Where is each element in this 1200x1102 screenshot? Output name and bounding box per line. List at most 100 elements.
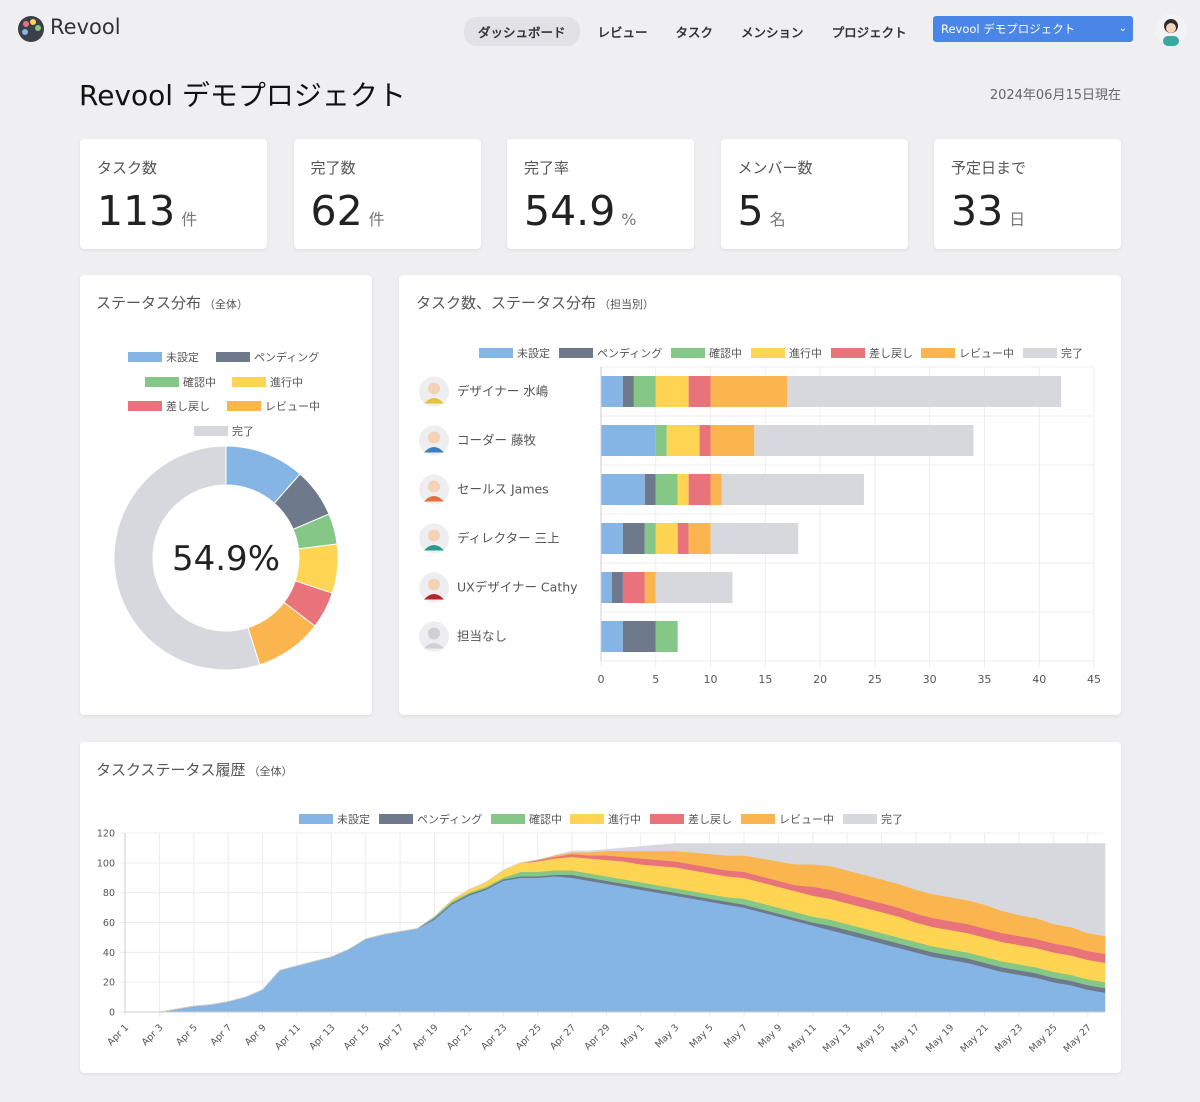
y-category-label: UXデザイナー Cathy [457,580,578,595]
legend-label: ペンディング [597,346,662,360]
project-select-text: Revool デモプロジェクト [941,22,1076,36]
x-tick-label: 5 [652,673,659,686]
legend-swatch [232,377,266,387]
nav-item[interactable]: プロジェクト [831,25,907,40]
stat-number: 33 [951,187,1004,235]
stat-number: 5 [737,187,764,235]
chart-subtitle: （担当別） [599,297,654,311]
bar-segment [699,425,711,456]
legend-label: 完了 [881,813,903,826]
bar-segment [655,425,667,456]
bar-segment [601,621,623,652]
bar-segment [655,376,689,407]
legend-label: 完了 [1061,347,1083,360]
x-tick-label: 40 [1032,673,1046,686]
bar-segment [644,474,656,505]
stat-unit: 名 [769,210,786,229]
legend-label: レビュー中 [779,813,834,826]
legend-swatch [379,814,413,824]
legend-swatch [751,348,785,358]
user-avatar[interactable] [1154,12,1188,48]
donut-segment [113,445,261,671]
bar-segment [611,572,623,603]
avatar-body [424,447,444,453]
bar-segment [633,376,656,407]
legend-swatch [227,401,261,411]
project-select[interactable]: Revool デモプロジェクト ⌄ [933,16,1133,42]
logo-icon [18,16,44,42]
y-category-label: コーダー 藤牧 [457,433,536,448]
x-tick-label: 35 [977,673,991,686]
logo-text[interactable]: Revool [50,15,121,39]
bar-segment [677,523,689,554]
legend-label: ペンディング [417,812,482,826]
y-tick-label: 40 [103,948,115,959]
bar-segment [721,474,864,505]
stat-card: メンバー数 5 名 [720,139,908,249]
nav-item[interactable]: タスク [675,25,714,40]
stat-value: 113 件 [97,187,197,235]
x-tick-label: 30 [923,673,937,686]
stat-card: タスク数 113 件 [80,139,267,249]
legend-swatch [145,377,179,387]
stat-value: 62 件 [311,187,385,235]
nav-item[interactable]: ダッシュボード [464,17,580,46]
bar-segment [677,474,689,505]
stat-number: 113 [97,187,176,235]
x-tick-label: May 19 [924,1022,956,1054]
chart-title-main: タスク数、ステータス分布 [416,294,596,312]
legend-swatch [570,814,604,824]
x-tick-label: 0 [598,673,605,686]
bar-segment [688,474,711,505]
y-tick-label: 80 [103,888,115,899]
stat-label: 予定日まで [951,159,1027,177]
bar-segment [601,523,623,554]
legend-swatch [741,814,775,824]
x-tick-label: May 11 [786,1022,818,1054]
bar-segment [601,376,623,407]
nav-item[interactable]: レビュー [597,25,648,40]
bar-segment [644,572,656,603]
stat-number: 54.9 [524,187,616,235]
legend-swatch [194,426,228,436]
bar-segment [601,425,656,456]
x-tick-label: Apr 15 [342,1022,372,1052]
legend-swatch [1023,348,1057,358]
legend-swatch [128,352,162,362]
stat-card: 完了数 62 件 [293,139,481,249]
legend-swatch [216,352,250,362]
donut-center-label: 54.9% [172,539,280,579]
x-tick-label: May 25 [1027,1022,1059,1054]
x-tick-label: May 3 [653,1022,681,1050]
legend-swatch [671,348,705,358]
legend-swatch [491,814,525,824]
x-tick-label: Apr 5 [174,1022,200,1048]
bar-segment [710,425,755,456]
bar-segment [601,474,645,505]
y-tick-label: 20 [103,978,115,989]
legend-swatch [650,814,684,824]
avatar-body [424,594,444,600]
avatar-body [424,496,444,502]
x-tick-label: 45 [1087,673,1101,686]
legend-swatch [921,348,955,358]
legend-label: レビュー中 [959,347,1014,360]
avatar-head [428,627,440,640]
chart-subtitle: （全体） [204,297,248,311]
stat-label: メンバー数 [737,159,813,177]
legend-label: 未設定 [166,351,199,364]
legend-label: 進行中 [270,376,303,389]
x-tick-label: Apr 9 [243,1022,269,1048]
legend-label: 進行中 [608,813,641,826]
nav-item[interactable]: メンション [741,25,804,40]
legend-swatch [843,814,877,824]
stat-number: 62 [310,187,363,235]
bar-segment [644,523,656,554]
stat-unit: 件 [181,210,198,229]
bar-segment [710,474,722,505]
stat-card: 完了率 54.9% [507,139,694,249]
x-tick-label: May 27 [1062,1022,1094,1054]
avatar-head [428,529,440,542]
